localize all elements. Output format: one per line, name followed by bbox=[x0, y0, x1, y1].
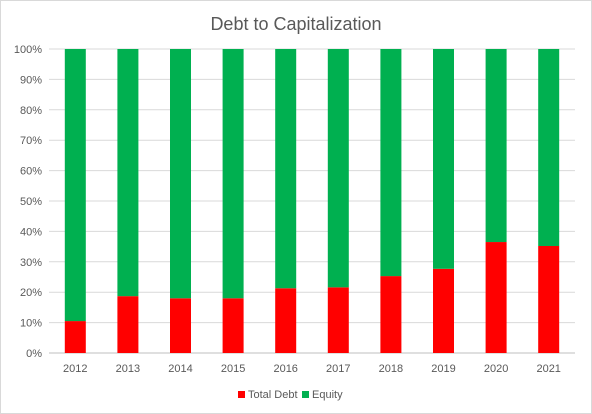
bar-equity bbox=[222, 49, 244, 299]
x-tick-label: 2017 bbox=[326, 363, 350, 375]
bar-total-debt bbox=[170, 298, 191, 353]
legend-label: Total Debt bbox=[248, 389, 298, 401]
y-tick-label: 60% bbox=[20, 166, 42, 178]
y-axis-labels: 0% 10% 20% 30% 40% 50% 60% 70% 80% 90% 100% bbox=[14, 44, 42, 360]
x-tick-label: 2021 bbox=[536, 363, 560, 375]
y-tick-label: 50% bbox=[20, 196, 42, 208]
bar-total-debt bbox=[222, 298, 244, 353]
y-tick-label: 0% bbox=[26, 348, 42, 360]
x-tick-label: 2015 bbox=[221, 363, 245, 375]
bar-total-debt bbox=[327, 287, 349, 353]
x-tick-label: 2020 bbox=[484, 363, 508, 375]
bar-equity bbox=[538, 49, 560, 246]
bar-total-debt bbox=[380, 276, 402, 353]
bar-equity bbox=[485, 49, 507, 243]
chart-title: Debt to Capitalization bbox=[210, 14, 381, 34]
bar-equity bbox=[380, 49, 402, 277]
y-tick-label: 30% bbox=[20, 257, 42, 269]
x-tick-label: 2019 bbox=[431, 363, 455, 375]
bar-equity bbox=[275, 49, 297, 289]
x-tick-label: 2014 bbox=[168, 363, 192, 375]
bar-equity bbox=[64, 49, 86, 322]
bar-total-debt bbox=[538, 245, 560, 353]
x-tick-label: 2016 bbox=[273, 363, 297, 375]
bar-total-debt bbox=[275, 288, 297, 353]
x-tick-label: 2012 bbox=[63, 363, 87, 375]
y-tick-label: 40% bbox=[20, 226, 42, 238]
bar-equity bbox=[117, 49, 139, 297]
bar-total-debt bbox=[485, 242, 507, 353]
bar-total-debt bbox=[117, 296, 139, 353]
y-tick-label: 90% bbox=[20, 74, 42, 86]
y-tick-label: 20% bbox=[20, 287, 42, 299]
legend-swatch bbox=[302, 391, 309, 398]
bar-equity bbox=[433, 49, 454, 269]
x-axis-labels: 2012 2013 2014 2015 2016 2017 2018 2019 2020 2021 bbox=[63, 363, 561, 375]
y-tick-label: 70% bbox=[20, 135, 42, 147]
x-tick-label: 2018 bbox=[379, 363, 403, 375]
bar-equity bbox=[170, 49, 191, 299]
legend: Total Debt Equity bbox=[238, 389, 343, 401]
bar-equity bbox=[327, 49, 349, 288]
x-tick-label: 2013 bbox=[116, 363, 140, 375]
bars bbox=[64, 49, 560, 353]
bar-total-debt bbox=[433, 268, 454, 353]
y-tick-label: 10% bbox=[20, 318, 42, 330]
y-tick-label: 80% bbox=[20, 105, 42, 117]
legend-label: Equity bbox=[312, 389, 343, 401]
y-tick-label: 100% bbox=[14, 44, 42, 56]
bar-total-debt bbox=[64, 321, 86, 353]
legend-swatch bbox=[238, 391, 245, 398]
